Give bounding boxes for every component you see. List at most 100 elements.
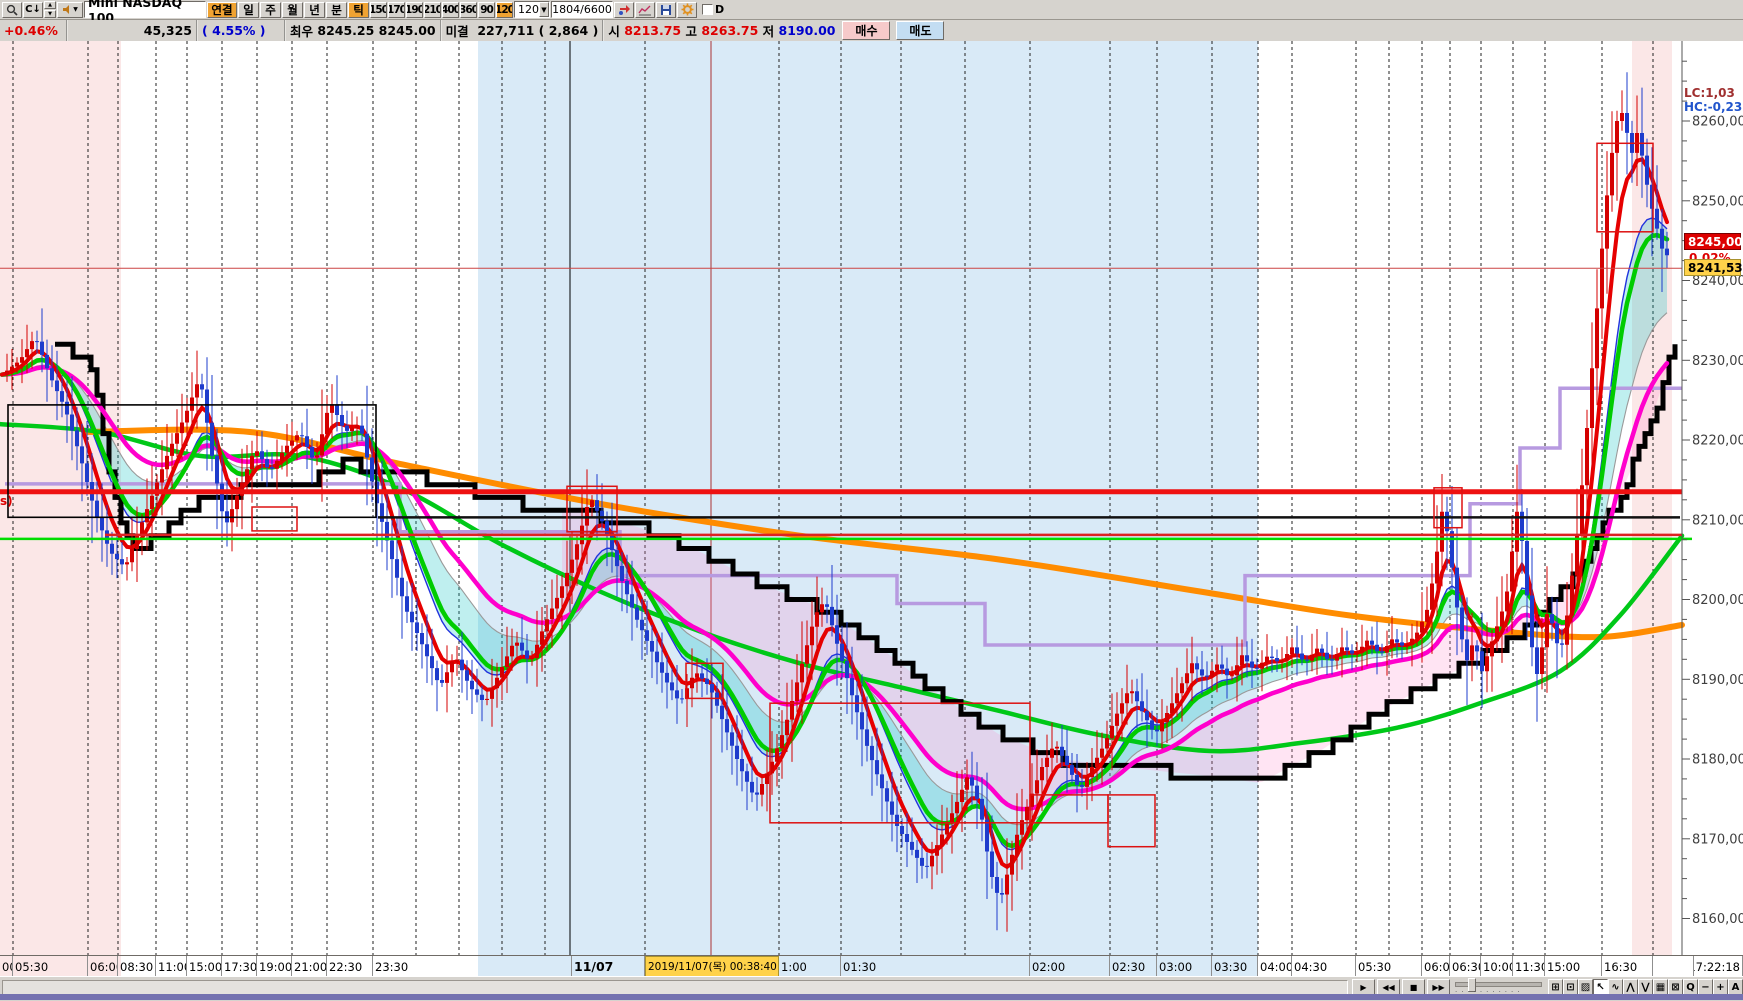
change-percent: +0.46% xyxy=(0,20,68,41)
red-annotation-box[interactable] xyxy=(1107,794,1156,848)
speed-slider[interactable] xyxy=(1455,978,1542,992)
grid-chart-button[interactable]: ▦ xyxy=(1653,979,1668,995)
time-cell: 05:30 xyxy=(13,956,88,977)
y-axis-label: 8210,00 xyxy=(1692,513,1743,528)
minute-button-120[interactable]: 120 xyxy=(496,1,513,18)
high-label: 고 xyxy=(685,24,697,39)
tile-windows-button[interactable]: ⊡ xyxy=(1563,979,1578,995)
period-button-틱[interactable]: 틱 xyxy=(348,1,369,18)
bar-count-field[interactable]: 1804/6600 xyxy=(551,1,613,18)
peak-tool-button[interactable]: ⋀ xyxy=(1623,979,1638,995)
play-button[interactable]: ▶ xyxy=(1352,979,1375,995)
period-button-분[interactable]: 분 xyxy=(326,1,347,18)
time-cell: 16:30 xyxy=(1602,956,1653,977)
d-checkbox[interactable] xyxy=(702,4,713,15)
low-value: 8190.00 xyxy=(778,23,836,38)
time-cell: 04:00 xyxy=(1258,956,1292,977)
period-button-일[interactable]: 일 xyxy=(238,1,259,18)
candles xyxy=(5,72,1669,932)
wave-tool-button[interactable]: ∿ xyxy=(1608,979,1623,995)
spin-up-icon[interactable]: ▲ xyxy=(44,1,56,9)
fast-forward-button[interactable]: ▶▶ xyxy=(1427,979,1450,995)
y-axis-label: 8180,00 xyxy=(1692,753,1743,768)
refresh-button[interactable]: C↓ xyxy=(23,1,43,18)
red-annotation-box[interactable] xyxy=(1596,142,1654,233)
zoom-button[interactable]: Q xyxy=(1683,979,1698,995)
zoom-out-button[interactable]: − xyxy=(1698,979,1713,995)
time-cell: 01:30 xyxy=(841,956,1030,977)
close-chart-button[interactable]: ⊠ xyxy=(1668,979,1683,995)
alert-sound-button[interactable]: ▼ xyxy=(57,1,83,18)
high-value: 8263.75 xyxy=(701,23,759,38)
minute-button-210[interactable]: 210 xyxy=(424,1,441,18)
red-annotation-box[interactable] xyxy=(769,702,1031,824)
black-annotation-box[interactable] xyxy=(7,404,377,519)
period-button-년[interactable]: 년 xyxy=(304,1,325,18)
y-axis-label: 8220,00 xyxy=(1692,434,1743,449)
period-button-주[interactable]: 주 xyxy=(260,1,281,18)
gear-icon xyxy=(681,3,693,16)
volume-percent: ( 4.55% ) xyxy=(198,20,286,41)
red-annotation-box[interactable] xyxy=(566,485,618,533)
chart-area[interactable]: 8260,00 8250,00 8240,00 8230,00 8220,00 8210,… xyxy=(0,41,1743,955)
search-button[interactable] xyxy=(2,1,22,18)
sell-button[interactable]: 매도 xyxy=(896,21,945,40)
spinner-control[interactable]: ▲ ▼ xyxy=(44,1,56,18)
minute-button-190[interactable]: 190 xyxy=(406,1,423,18)
interval-select[interactable]: 120 ▼ xyxy=(514,1,550,18)
d-checkbox-label: D xyxy=(715,3,725,16)
order-arrows-button[interactable] xyxy=(614,1,634,18)
d-checkbox-group[interactable]: D xyxy=(702,3,724,16)
stop-button[interactable]: ■ xyxy=(1402,979,1425,995)
buy-button[interactable]: 매수 xyxy=(842,21,891,40)
settings-button[interactable] xyxy=(677,1,697,18)
font-size-button[interactable]: A xyxy=(1728,979,1743,995)
time-cell: 02:30 xyxy=(1110,956,1157,977)
symbol-input[interactable]: Mini NASDAQ 100 xyxy=(84,0,206,25)
time-cell: 1:00 xyxy=(779,956,841,977)
pattern-button[interactable]: ▨ xyxy=(1578,979,1593,995)
red-annotation-box[interactable] xyxy=(1433,487,1463,529)
zoom-in-button[interactable]: + xyxy=(1713,979,1728,995)
reference-price-badge: 8241,53 xyxy=(1684,259,1743,277)
spin-down-icon[interactable]: ▼ xyxy=(44,10,56,18)
horizontal-scrollbar[interactable] xyxy=(2,980,1348,995)
speaker-icon xyxy=(63,5,70,14)
chart-settings-button[interactable] xyxy=(635,1,655,18)
rewind-button[interactable]: ◀◀ xyxy=(1377,979,1400,995)
time-cell: 03:00 xyxy=(1157,956,1212,977)
valley-tool-button[interactable]: ⋁ xyxy=(1638,979,1653,995)
time-cell: 10:00 xyxy=(1481,956,1513,977)
time-cell: 21:00 xyxy=(292,956,327,977)
search-icon xyxy=(6,4,18,16)
time-cell-highlight: 2019/11/07(목) 00:38:40 xyxy=(645,956,779,977)
cascade-windows-button[interactable]: ⊞ xyxy=(1548,979,1563,995)
red-annotation-box[interactable] xyxy=(251,506,298,532)
minute-button-170[interactable]: 170 xyxy=(388,1,405,18)
slider-handle[interactable] xyxy=(1468,978,1476,992)
period-button-연결[interactable]: 연결 xyxy=(207,1,237,18)
minute-button-90[interactable]: 90 xyxy=(478,1,495,18)
time-cell: 08:30 xyxy=(118,956,156,977)
period-button-월[interactable]: 월 xyxy=(282,1,303,18)
open-interest-change: ( 2,864 ) xyxy=(538,23,599,38)
chevron-down-icon[interactable]: ▼ xyxy=(539,2,549,17)
cursor-tool-button[interactable]: ↖ xyxy=(1593,979,1608,995)
minute-button-150[interactable]: 150 xyxy=(370,1,387,18)
volume: 45,325 xyxy=(68,20,198,41)
red-annotation-box[interactable] xyxy=(685,662,724,700)
time-cell: 17:22:18 xyxy=(1694,956,1743,977)
minute-button-400[interactable]: 400 xyxy=(442,1,459,18)
session-band xyxy=(0,956,121,977)
low-label: 저 xyxy=(762,24,775,39)
left-line-label: s) xyxy=(0,494,13,508)
time-cell: 22:30 xyxy=(327,956,373,977)
time-cell: 04:30 xyxy=(1292,956,1356,977)
open-interest-value: 227,711 xyxy=(477,23,535,38)
price-chart[interactable]: 8260,00 8250,00 8240,00 8230,00 8220,00 8210,… xyxy=(0,41,1743,955)
save-button[interactable] xyxy=(656,1,676,18)
interval-select-value: 120 xyxy=(518,3,539,16)
minute-button-360[interactable]: 360 xyxy=(460,1,477,18)
time-cell: 11:00 xyxy=(156,956,187,977)
